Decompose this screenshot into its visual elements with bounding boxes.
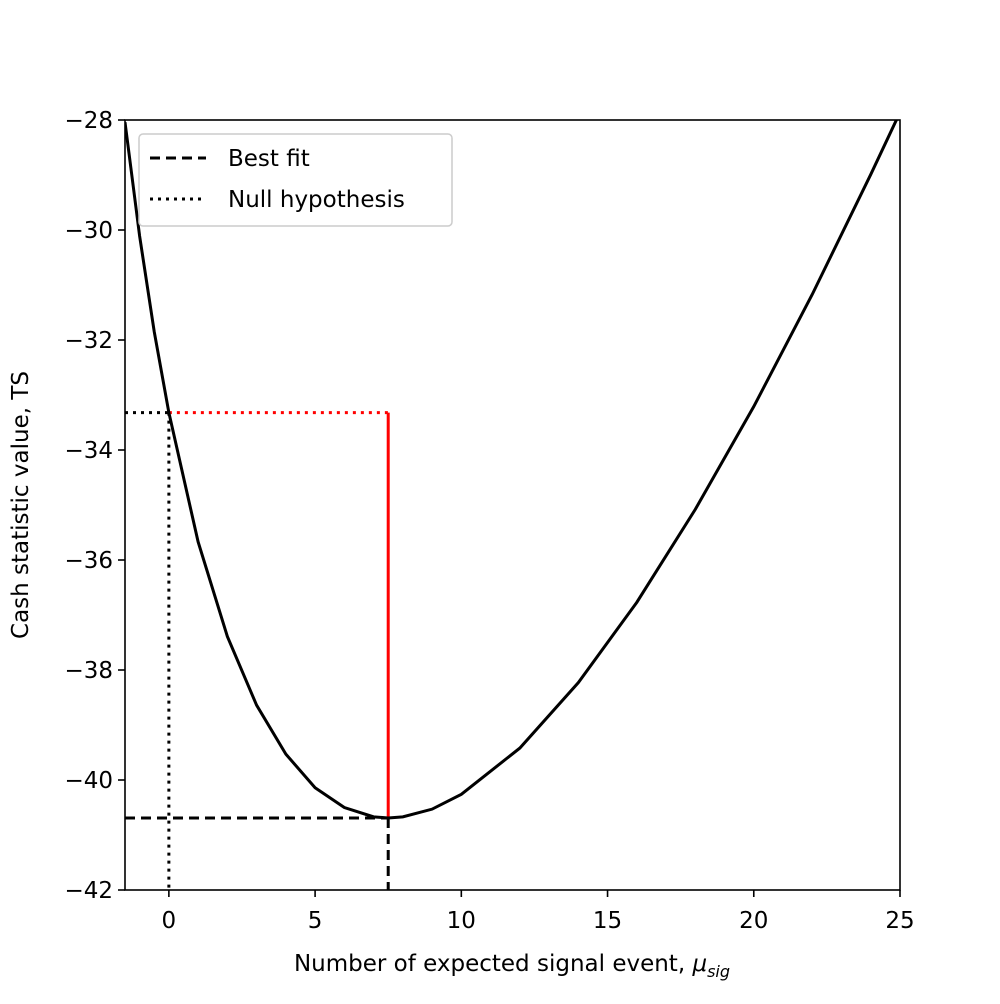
x-tick-label: 15 (593, 908, 622, 934)
curve (125, 120, 899, 820)
legend: Best fit Null hypothesis (138, 133, 453, 227)
plot-area (125, 120, 899, 890)
x-tick-label: 10 (447, 908, 476, 934)
legend-box (138, 133, 453, 227)
x-tick-label: 25 (885, 908, 914, 934)
legend-label: Best fit (228, 146, 310, 172)
x-axis-label: Number of expected signal event, μsig (294, 951, 730, 981)
legend-label: Null hypothesis (228, 187, 405, 213)
x-axis-label-symbol: μ (691, 951, 707, 977)
y-tick-label: −30 (64, 218, 113, 244)
y-tick-label: −38 (64, 658, 113, 684)
y-tick-label: −40 (64, 768, 113, 794)
x-axis-label-subscript: sig (707, 962, 730, 981)
x-tick-label: 5 (308, 908, 323, 934)
y-tick-label: −32 (64, 328, 113, 354)
x-tick-label: 0 (162, 908, 177, 934)
y-tick-label: −34 (64, 438, 113, 464)
ticks: 0 5 10 15 20 25 −42 −40 −38 −36 −34 −32 −30 −28 (64, 108, 914, 934)
y-tick-label: −36 (64, 548, 113, 574)
x-axis-label-text: Number of expected signal event, (294, 951, 685, 977)
y-tick-label: −28 (64, 108, 113, 134)
axes-frame (124, 119, 901, 891)
x-tick-label: 20 (739, 908, 768, 934)
y-tick-label: −42 (64, 878, 113, 904)
y-axis-label: Cash statistic value, TS (8, 371, 34, 639)
